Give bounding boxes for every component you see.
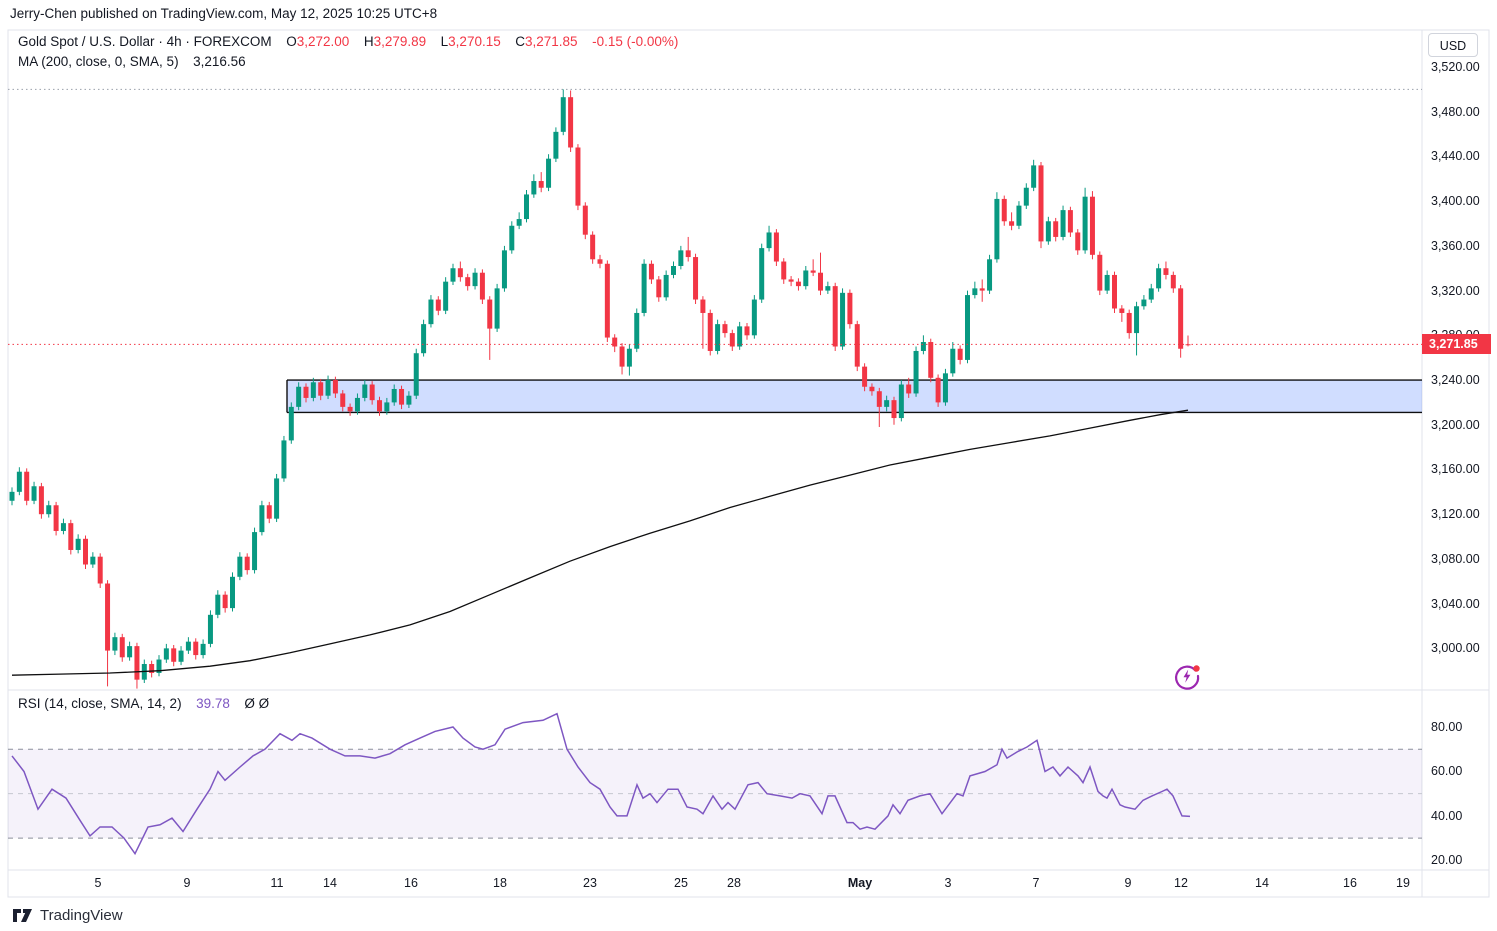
rsi-label: RSI (14, close, SMA, 14, 2)	[18, 696, 182, 711]
publisher-line: Jerry-Chen published on TradingView.com,…	[10, 6, 438, 21]
price-tick-label: 3,480.00	[1431, 104, 1480, 119]
time-tick-label: 23	[583, 876, 597, 890]
footer[interactable]: TradingView	[12, 903, 123, 927]
symbol-legend: Gold Spot / U.S. Dollar · 4h · FOREXCOM …	[18, 34, 678, 49]
last-price-badge[interactable]: 3,271.85	[1422, 334, 1491, 355]
time-tick-label: 16	[404, 876, 418, 890]
ma-value: 3,216.56	[193, 54, 246, 69]
high-label: H	[363, 34, 374, 49]
price-tick-label: 3,400.00	[1431, 194, 1480, 209]
time-tick-label: 19	[1396, 876, 1410, 890]
open-label: O	[286, 34, 297, 49]
candlesticks	[9, 89, 1191, 689]
price-tick-label: 3,240.00	[1431, 373, 1480, 388]
price-tick-label: 3,120.00	[1431, 507, 1480, 522]
time-axis[interactable]: 5 9 11 14 16 18 23 25 28 May 3 7 9 12 14 16 19	[8, 870, 1422, 897]
interval-label: 4h	[166, 34, 182, 49]
rsi-value: 39.78	[196, 696, 230, 711]
currency-usd-button[interactable]: USD	[1428, 33, 1478, 57]
legend-separator: ·	[158, 34, 163, 49]
high-value: 3,279.89	[373, 34, 427, 49]
price-tick-label: 3,360.00	[1431, 238, 1480, 253]
rsi-hidden-ma-values: Ø Ø	[244, 696, 270, 711]
close-value: 3,271.85	[525, 34, 578, 49]
boost-lightning-icon[interactable]	[1172, 661, 1202, 691]
ma-200-line	[11, 409, 1189, 676]
time-tick-label: 14	[323, 876, 337, 890]
time-tick-label: 12	[1174, 876, 1188, 890]
rsi-tick-label: 20.00	[1431, 853, 1463, 868]
price-tick-label: 3,200.00	[1431, 417, 1480, 432]
time-tick-label: 25	[674, 876, 688, 890]
time-tick-label: 9	[183, 876, 191, 890]
ma-label: MA (200, close, 0, SMA, 5)	[18, 54, 179, 69]
symbol-name: Gold Spot / U.S. Dollar	[18, 34, 155, 49]
time-tick-label: 18	[493, 876, 507, 890]
price-tick-label: 3,000.00	[1431, 641, 1480, 656]
rsi-tick-label: 40.00	[1431, 808, 1463, 823]
exchange-label: FOREXCOM	[193, 34, 272, 49]
change-value: -0.15 (-0.00%)	[592, 34, 679, 49]
low-value: 3,270.15	[448, 34, 501, 49]
time-tick-label: 9	[1124, 876, 1132, 890]
time-tick-label: 11	[270, 876, 284, 890]
open-value: 3,272.00	[296, 34, 350, 49]
rsi-legend: RSI (14, close, SMA, 14, 2) 39.78 Ø Ø	[18, 696, 269, 711]
rsi-tick-label: 60.00	[1431, 764, 1463, 779]
price-tick-label: 3,520.00	[1431, 60, 1480, 74]
price-tick-label: 3,160.00	[1431, 462, 1480, 477]
legend-separator: ·	[185, 34, 190, 49]
time-tick-label: May	[847, 876, 873, 890]
chart-frame	[7, 29, 1490, 898]
rsi-tick-label: 80.00	[1431, 720, 1463, 734]
price-tick-label: 3,080.00	[1431, 551, 1480, 566]
close-label: C	[515, 34, 526, 49]
brand-name: TradingView	[40, 906, 123, 924]
time-tick-label: 3	[944, 876, 952, 890]
price-axis[interactable]: 3,520.00 3,480.00 3,440.00 3,400.00 3,360.00…	[1422, 30, 1491, 870]
price-tick-label: 3,040.00	[1431, 596, 1480, 611]
price-tick-label: 3,320.00	[1431, 283, 1480, 298]
tradingview-logo-icon	[13, 908, 32, 922]
time-tick-label: 14	[1255, 876, 1269, 890]
time-tick-label: 5	[94, 876, 102, 890]
rsi-line	[11, 712, 1191, 856]
price-tick-label: 3,440.00	[1431, 149, 1480, 164]
time-tick-label: 28	[727, 876, 741, 890]
time-tick-label: 7	[1032, 876, 1040, 890]
support-zone	[287, 380, 1422, 413]
time-tick-label: 16	[1343, 876, 1357, 890]
ma-legend: MA (200, close, 0, SMA, 5) 3,216.56	[18, 54, 246, 69]
low-label: L	[440, 34, 449, 49]
